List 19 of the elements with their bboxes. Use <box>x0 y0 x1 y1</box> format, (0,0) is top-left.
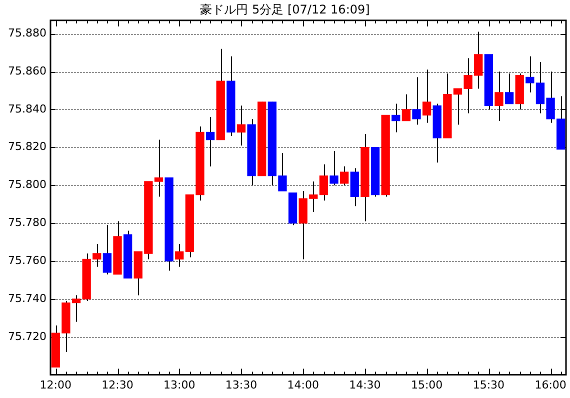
y-tick-label: 75.720 <box>8 330 46 343</box>
x-tick-label: 14:00 <box>287 378 319 392</box>
y-tick-label: 75.820 <box>8 140 46 154</box>
x-tick-label: 13:30 <box>225 378 258 392</box>
y-tick-label: 75.800 <box>8 178 46 192</box>
x-tick-label: 12:30 <box>102 378 134 392</box>
x-tick-label: 12:00 <box>40 378 72 392</box>
y-tick-label: 75.860 <box>8 64 46 78</box>
x-tick-label: 16:00 <box>534 378 566 392</box>
y-tick-label: 75.780 <box>8 216 46 230</box>
x-tick-label: 15:30 <box>472 378 505 392</box>
y-tick-label: 75.840 <box>8 102 46 116</box>
y-tick-label: 75.740 <box>8 292 46 305</box>
y-tick-label: 75.880 <box>8 26 46 40</box>
x-tick-label: 13:00 <box>164 378 196 392</box>
x-tick-label: 15:00 <box>410 378 443 392</box>
y-tick-label: 75.760 <box>8 254 46 267</box>
x-tick-label: 14:30 <box>349 378 381 392</box>
chart-title: 豪ドル円 5分足 [07/12 16:09] <box>200 2 370 16</box>
